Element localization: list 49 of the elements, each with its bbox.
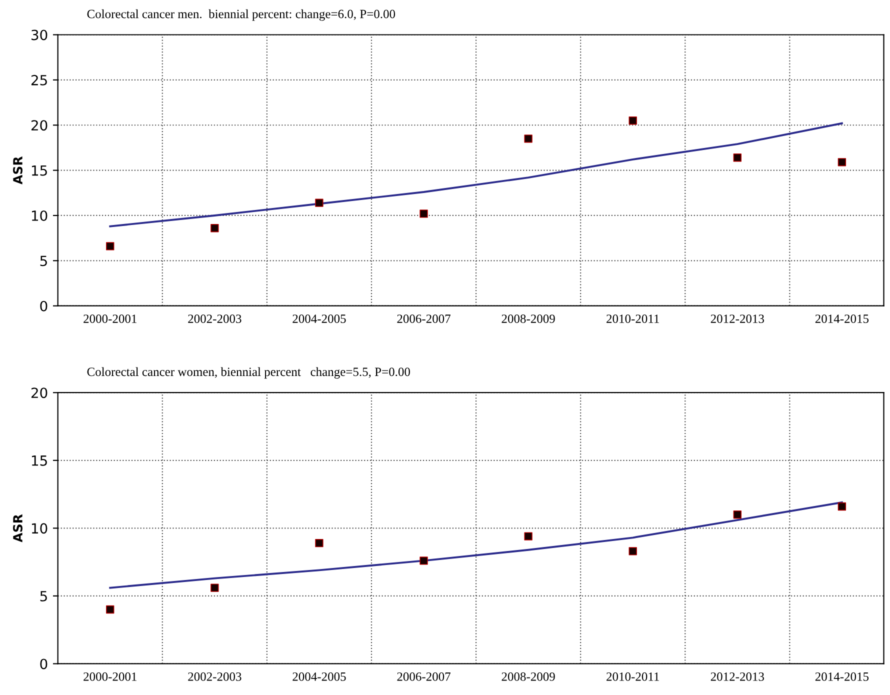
point (524, 532, 532, 540)
x-tick-label: 2006-2007 (397, 672, 450, 681)
y-tick-label: 30 (32, 30, 48, 40)
point (106, 605, 114, 614)
y-axis-title: ASR (13, 514, 22, 542)
point (210, 224, 219, 232)
y-tick-label: 15 (32, 456, 47, 466)
y-tick-label: 5 (40, 256, 47, 266)
point (420, 556, 428, 565)
y-tick-label: 10 (32, 210, 48, 221)
point (733, 154, 742, 162)
x-tick-label: 2000-2001 (84, 672, 136, 681)
point (315, 198, 324, 207)
x-tick-label: 2010-2011 (606, 314, 659, 323)
x-tick-label: 2002-2003 (188, 672, 242, 681)
y-axis-title: ASR (13, 156, 22, 184)
point (106, 242, 114, 250)
x-tick-label: 2014-2015 (815, 314, 869, 323)
x-tick-label: 2004-2005 (292, 314, 346, 323)
x-tick-label: 2014-2015 (815, 672, 869, 681)
x-tick-label: 2004-2005 (292, 672, 346, 681)
point (838, 502, 846, 511)
point (733, 510, 742, 519)
y-tick-label: 20 (31, 120, 48, 131)
x-tick-label: 2008-2009 (502, 672, 555, 681)
chart-title: Colorectal cancer men. biennial percent: change=6.0, P=0.00 (87, 9, 396, 21)
y-tick-label: 25 (31, 74, 47, 86)
x-tick-label: 2006-2007 (397, 314, 450, 323)
x-tick-label: 2008-2009 (502, 314, 555, 323)
y-tick-label: 5 (40, 591, 47, 602)
x-tick-label: 2002-2003 (188, 314, 242, 323)
x-tick-label: 2012-2013 (710, 672, 764, 681)
point (628, 547, 637, 556)
x-tick-label: 2010-2011 (606, 672, 659, 681)
line-series (109, 122, 843, 228)
point (315, 538, 324, 548)
x-tick-label: 2012-2013 (710, 314, 764, 323)
x-tick-label: 2000-2001 (84, 314, 136, 323)
point (628, 116, 637, 125)
y-tick-label: 0 (40, 300, 48, 312)
y-tick-label: 15 (32, 165, 47, 176)
point (524, 134, 532, 143)
y-tick-label: 10 (32, 523, 48, 534)
y-tick-label: 0 (40, 658, 48, 670)
point (210, 584, 219, 592)
point (420, 210, 428, 218)
y-tick-label: 20 (31, 388, 48, 398)
point (838, 158, 846, 166)
chart-title: Colorectal cancer women, biennial percent change=5.5, P=0.00 (87, 367, 410, 379)
